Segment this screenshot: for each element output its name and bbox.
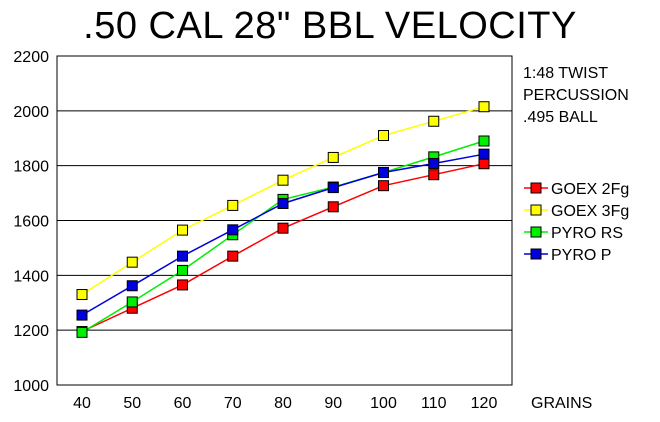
legend-item: PYRO RS [524, 225, 623, 242]
data-point [227, 224, 239, 236]
data-point [327, 151, 339, 163]
x-tick-label: 110 [421, 395, 447, 412]
y-tick-label: 1400 [13, 268, 49, 285]
data-point [478, 101, 490, 113]
legend-item: PYRO P [524, 247, 611, 264]
x-tick-label: 40 [73, 395, 91, 412]
data-point [277, 174, 289, 186]
data-point [126, 256, 138, 268]
data-point [378, 180, 389, 192]
legend-label: PYRO P [551, 247, 611, 264]
data-point [227, 199, 239, 211]
series-pyro-p [76, 148, 490, 321]
legend-label: GOEX 3Fg [551, 203, 629, 220]
data-point [378, 130, 389, 142]
grid-lines [57, 110, 512, 331]
legend-marker [530, 226, 542, 238]
data-point [428, 157, 440, 169]
legend: GOEX 2Fg GOEX 3Fg PYRO RS PYRO P [524, 181, 629, 264]
y-tick-labels: 1000 1200 1400 1600 1800 2000 2200 [13, 49, 49, 395]
x-tick-label: 60 [174, 395, 192, 412]
legend-item: GOEX 2Fg [524, 181, 629, 198]
data-point [76, 289, 88, 301]
ball-note: .495 BALL [523, 109, 598, 126]
legend-item: GOEX 3Fg [524, 203, 629, 220]
x-tick-labels: 40 50 60 70 80 90 100 110 120 [73, 395, 497, 412]
chart-title: .50 CAL 28" BBL VELOCITY [83, 5, 577, 47]
x-tick-label: 50 [123, 395, 141, 412]
data-point [478, 135, 490, 147]
x-tick-label: 90 [324, 395, 342, 412]
data-point [327, 182, 339, 194]
y-tick-label: 1600 [13, 214, 49, 231]
y-tick-label: 1000 [13, 378, 49, 395]
series-goex-3fg [76, 101, 490, 301]
y-tick-label: 1200 [13, 323, 49, 340]
data-point [126, 280, 138, 292]
x-axis-label: GRAINS [531, 395, 592, 412]
y-tick-label: 2000 [13, 104, 49, 121]
data-point [478, 148, 490, 160]
legend-marker [530, 248, 542, 260]
legend-label: GOEX 2Fg [551, 181, 629, 198]
data-point [177, 279, 188, 291]
data-point [478, 158, 490, 170]
y-tick-label: 2200 [13, 49, 49, 66]
data-point [277, 222, 289, 234]
data-point [76, 326, 88, 338]
data-point [227, 250, 239, 262]
data-point [428, 169, 440, 181]
legend-label: PYRO RS [551, 225, 623, 242]
ignition-note: PERCUSSION [523, 87, 629, 104]
y-tick-label: 1800 [13, 159, 49, 176]
twist-note: 1:48 TWIST [523, 65, 609, 82]
data-point [126, 296, 138, 308]
x-tick-label: 80 [274, 395, 292, 412]
series-group [76, 101, 490, 338]
x-tick-label: 70 [224, 395, 242, 412]
data-point [177, 250, 188, 262]
data-point [76, 309, 88, 321]
data-point [277, 198, 289, 210]
data-point [428, 115, 440, 127]
data-point [177, 264, 188, 276]
x-tick-label: 120 [471, 395, 498, 412]
data-point [177, 224, 188, 236]
data-point [378, 167, 389, 179]
legend-marker [530, 204, 542, 216]
data-point [327, 201, 339, 213]
legend-marker [530, 182, 542, 194]
x-tick-label: 100 [370, 395, 397, 412]
